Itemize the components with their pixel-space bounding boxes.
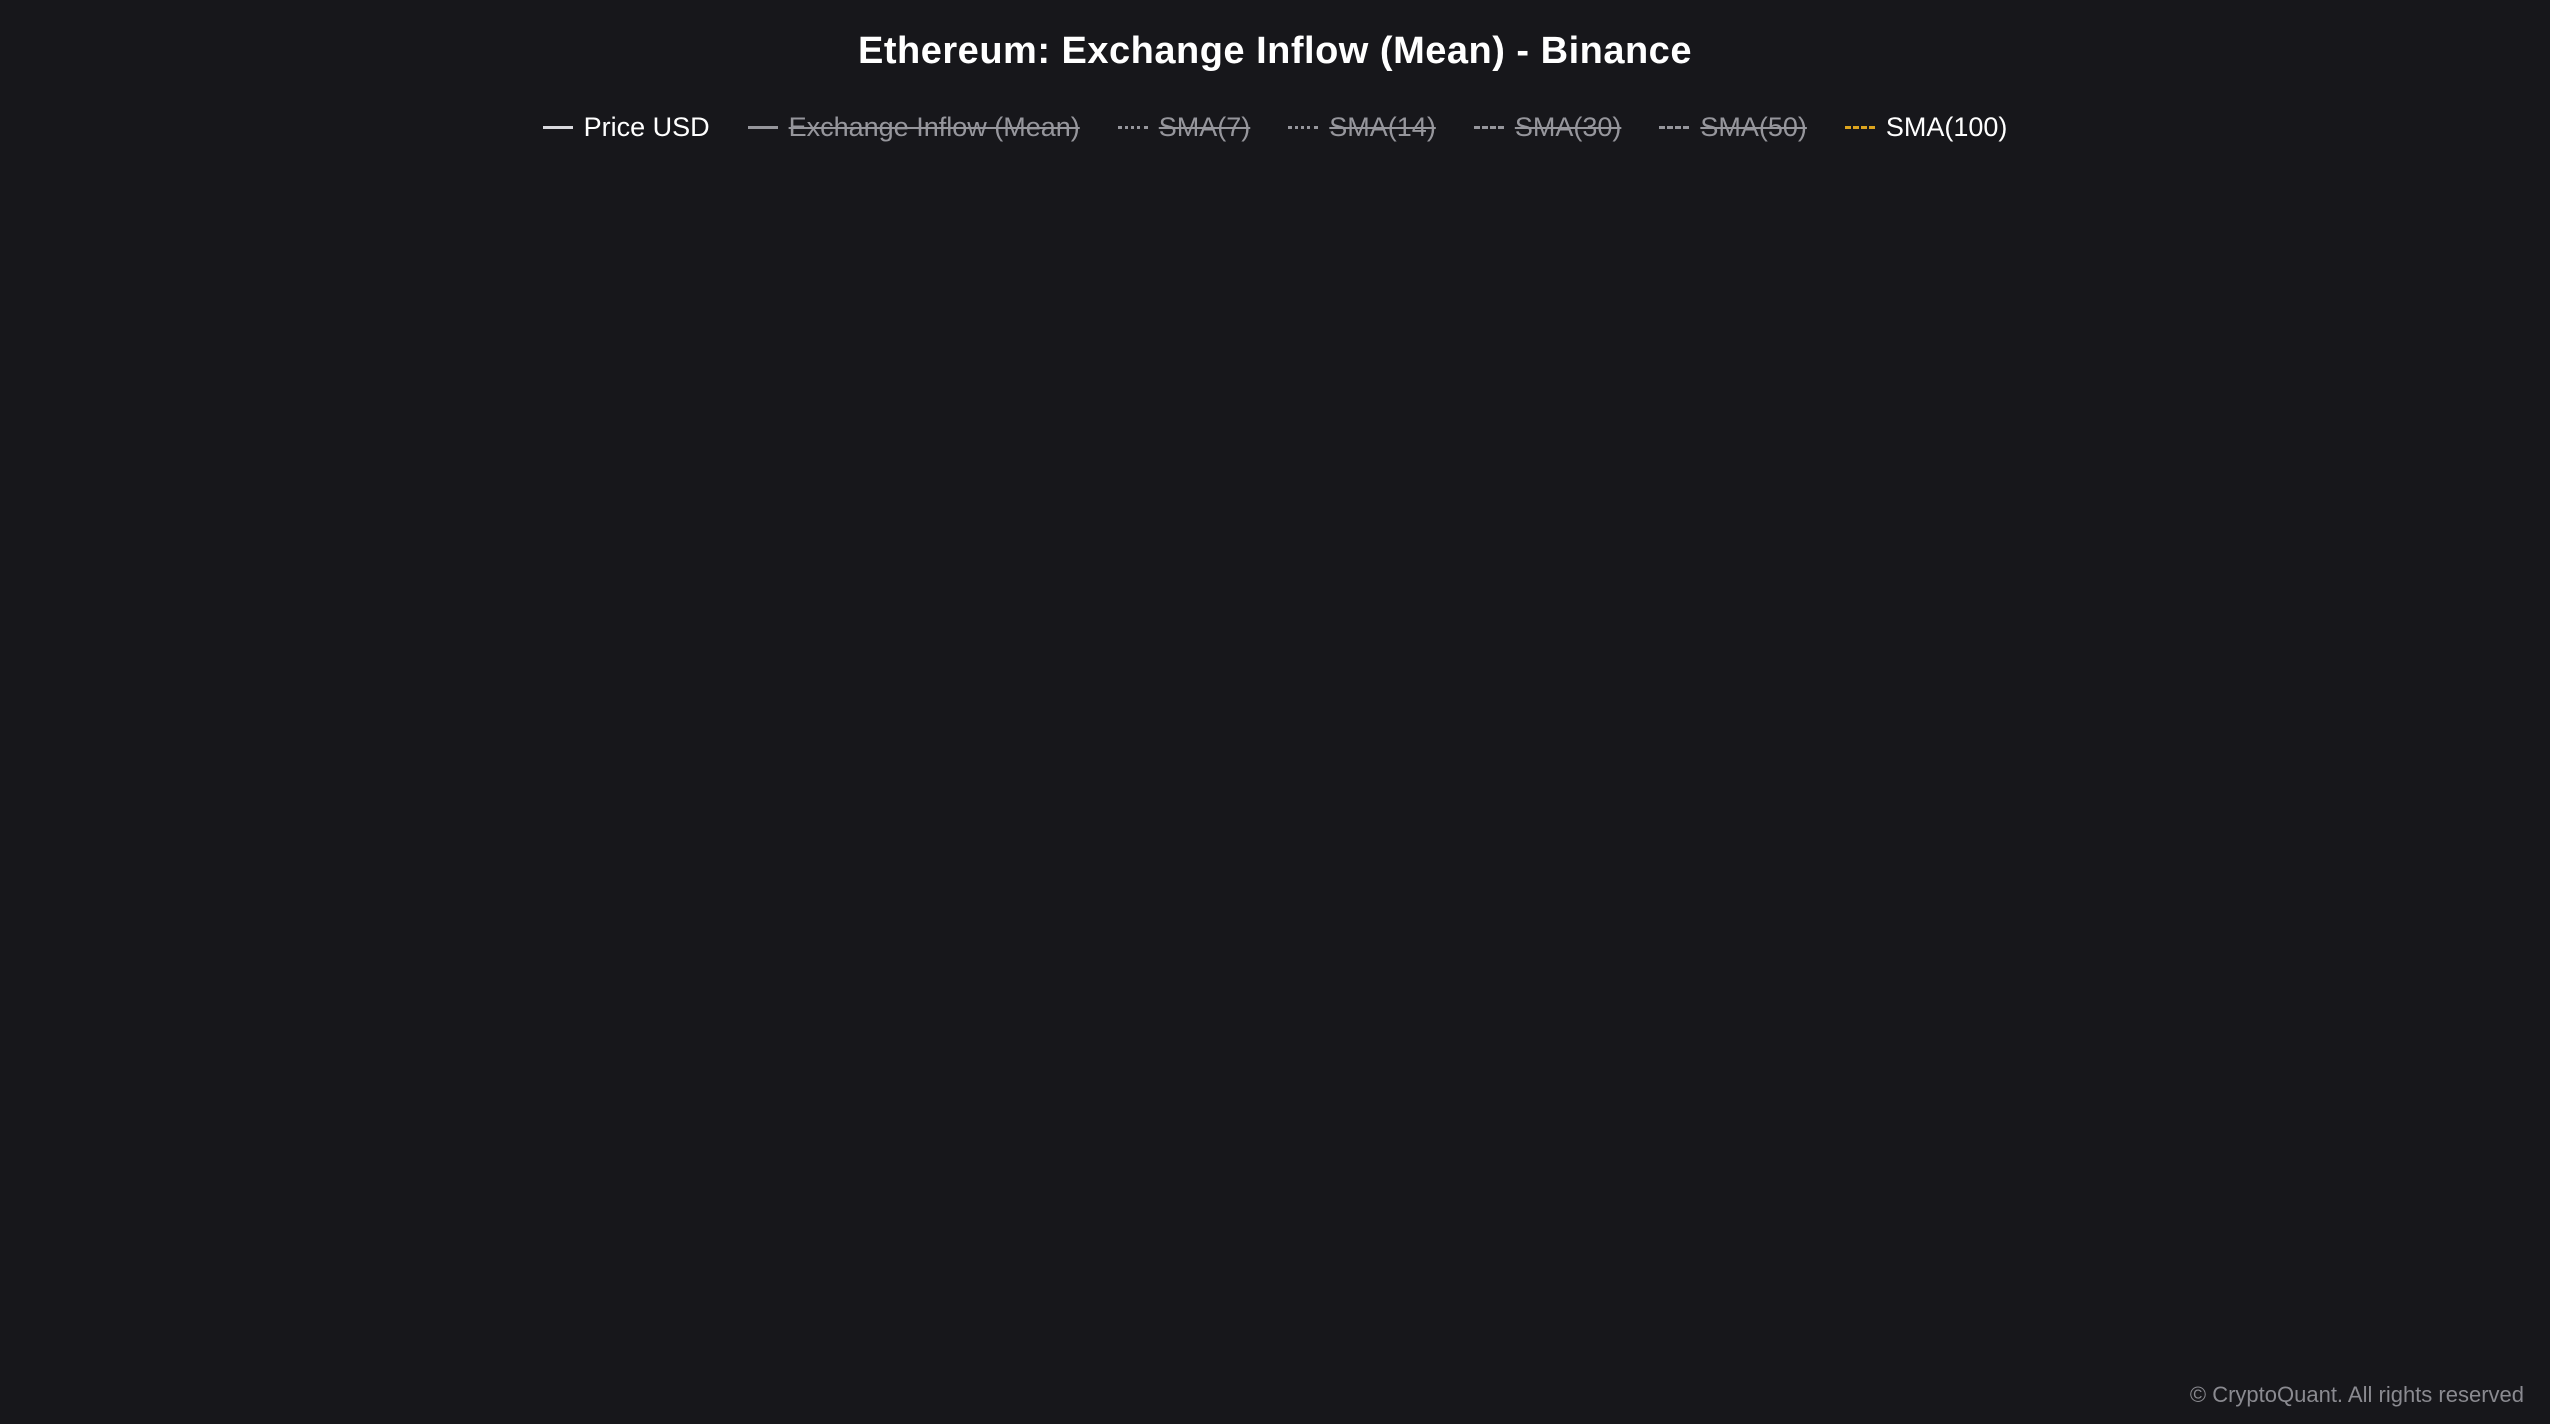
legend-label: Price USD — [583, 112, 710, 142]
legend-marker-solid-icon — [747, 126, 778, 129]
legend-item-sma-7[interactable]: SMA(7) — [1117, 112, 1251, 143]
legend: Price USD Exchange Inflow (Mean) SMA(7) SMA… — [0, 112, 2550, 143]
legend-marker-dotted-icon — [1288, 126, 1319, 129]
legend-marker-dotted-icon — [1117, 126, 1148, 129]
legend-label: Exchange Inflow (Mean) — [788, 112, 1080, 142]
legend-marker-dashed-icon — [1844, 126, 1875, 129]
legend-item-sma-14[interactable]: SMA(14) — [1288, 112, 1436, 143]
legend-marker-dashed-icon — [1659, 126, 1690, 129]
legend-label: SMA(100) — [1885, 112, 2008, 142]
legend-label: SMA(30) — [1514, 112, 1622, 142]
legend-item-sma-50[interactable]: SMA(50) — [1659, 112, 1807, 143]
legend-item-price-usd[interactable]: Price USD — [542, 112, 710, 143]
copyright-text: © CryptoQuant. All rights reserved — [2189, 1382, 2524, 1407]
legend-label: SMA(7) — [1158, 112, 1251, 142]
legend-label: SMA(50) — [1700, 112, 1807, 142]
page-title: Ethereum: Exchange Inflow (Mean) - Binan… — [858, 30, 1692, 72]
legend-label: SMA(14) — [1329, 112, 1436, 142]
legend-item-sma-30[interactable]: SMA(30) — [1473, 112, 1622, 143]
legend-item-sma-100[interactable]: SMA(100) — [1844, 112, 2008, 143]
legend-marker-solid-icon — [542, 126, 573, 129]
legend-marker-dashed-icon — [1473, 126, 1504, 129]
legend-item-exchange-inflow-mean[interactable]: Exchange Inflow (Mean) — [747, 112, 1080, 143]
